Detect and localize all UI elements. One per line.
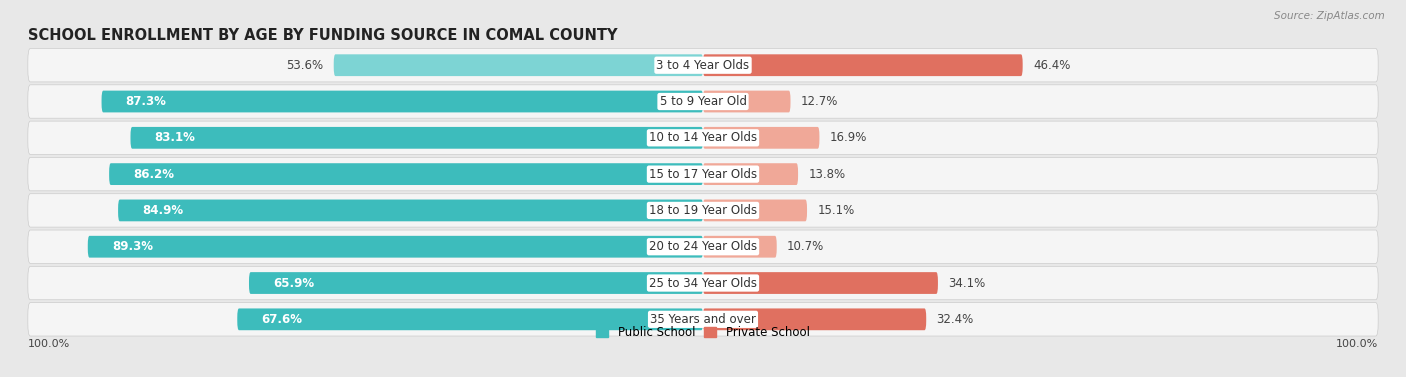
Text: 100.0%: 100.0% [28,339,70,349]
Text: 89.3%: 89.3% [112,240,153,253]
Text: 87.3%: 87.3% [125,95,166,108]
Text: 83.1%: 83.1% [155,131,195,144]
Text: 65.9%: 65.9% [273,276,314,290]
FancyBboxPatch shape [28,158,1378,191]
Text: 84.9%: 84.9% [142,204,183,217]
Legend: Public School, Private School: Public School, Private School [596,326,810,339]
FancyBboxPatch shape [249,272,703,294]
Text: 86.2%: 86.2% [134,168,174,181]
FancyBboxPatch shape [131,127,703,149]
Text: 12.7%: 12.7% [801,95,838,108]
Text: 16.9%: 16.9% [830,131,868,144]
FancyBboxPatch shape [28,303,1378,336]
FancyBboxPatch shape [28,121,1378,155]
FancyBboxPatch shape [28,266,1378,300]
Text: 10 to 14 Year Olds: 10 to 14 Year Olds [650,131,756,144]
Text: 100.0%: 100.0% [1336,339,1378,349]
FancyBboxPatch shape [703,308,927,330]
Text: 15 to 17 Year Olds: 15 to 17 Year Olds [650,168,756,181]
FancyBboxPatch shape [703,90,790,112]
FancyBboxPatch shape [703,127,820,149]
Text: 67.6%: 67.6% [262,313,302,326]
Text: 13.8%: 13.8% [808,168,845,181]
Text: 20 to 24 Year Olds: 20 to 24 Year Olds [650,240,756,253]
FancyBboxPatch shape [703,163,799,185]
Text: SCHOOL ENROLLMENT BY AGE BY FUNDING SOURCE IN COMAL COUNTY: SCHOOL ENROLLMENT BY AGE BY FUNDING SOUR… [28,28,617,43]
FancyBboxPatch shape [333,54,703,76]
Text: 32.4%: 32.4% [936,313,974,326]
FancyBboxPatch shape [110,163,703,185]
Text: 34.1%: 34.1% [948,276,986,290]
Text: 35 Years and over: 35 Years and over [650,313,756,326]
FancyBboxPatch shape [28,49,1378,82]
Text: 10.7%: 10.7% [787,240,824,253]
FancyBboxPatch shape [703,272,938,294]
Text: 15.1%: 15.1% [817,204,855,217]
Text: 18 to 19 Year Olds: 18 to 19 Year Olds [650,204,756,217]
FancyBboxPatch shape [703,236,776,257]
FancyBboxPatch shape [87,236,703,257]
FancyBboxPatch shape [703,54,1022,76]
Text: 25 to 34 Year Olds: 25 to 34 Year Olds [650,276,756,290]
FancyBboxPatch shape [101,90,703,112]
Text: 5 to 9 Year Old: 5 to 9 Year Old [659,95,747,108]
FancyBboxPatch shape [28,194,1378,227]
Text: 46.4%: 46.4% [1033,59,1070,72]
Text: 53.6%: 53.6% [287,59,323,72]
FancyBboxPatch shape [28,230,1378,264]
Text: 3 to 4 Year Olds: 3 to 4 Year Olds [657,59,749,72]
FancyBboxPatch shape [118,199,703,221]
FancyBboxPatch shape [28,85,1378,118]
Text: Source: ZipAtlas.com: Source: ZipAtlas.com [1274,11,1385,21]
FancyBboxPatch shape [238,308,703,330]
FancyBboxPatch shape [703,199,807,221]
